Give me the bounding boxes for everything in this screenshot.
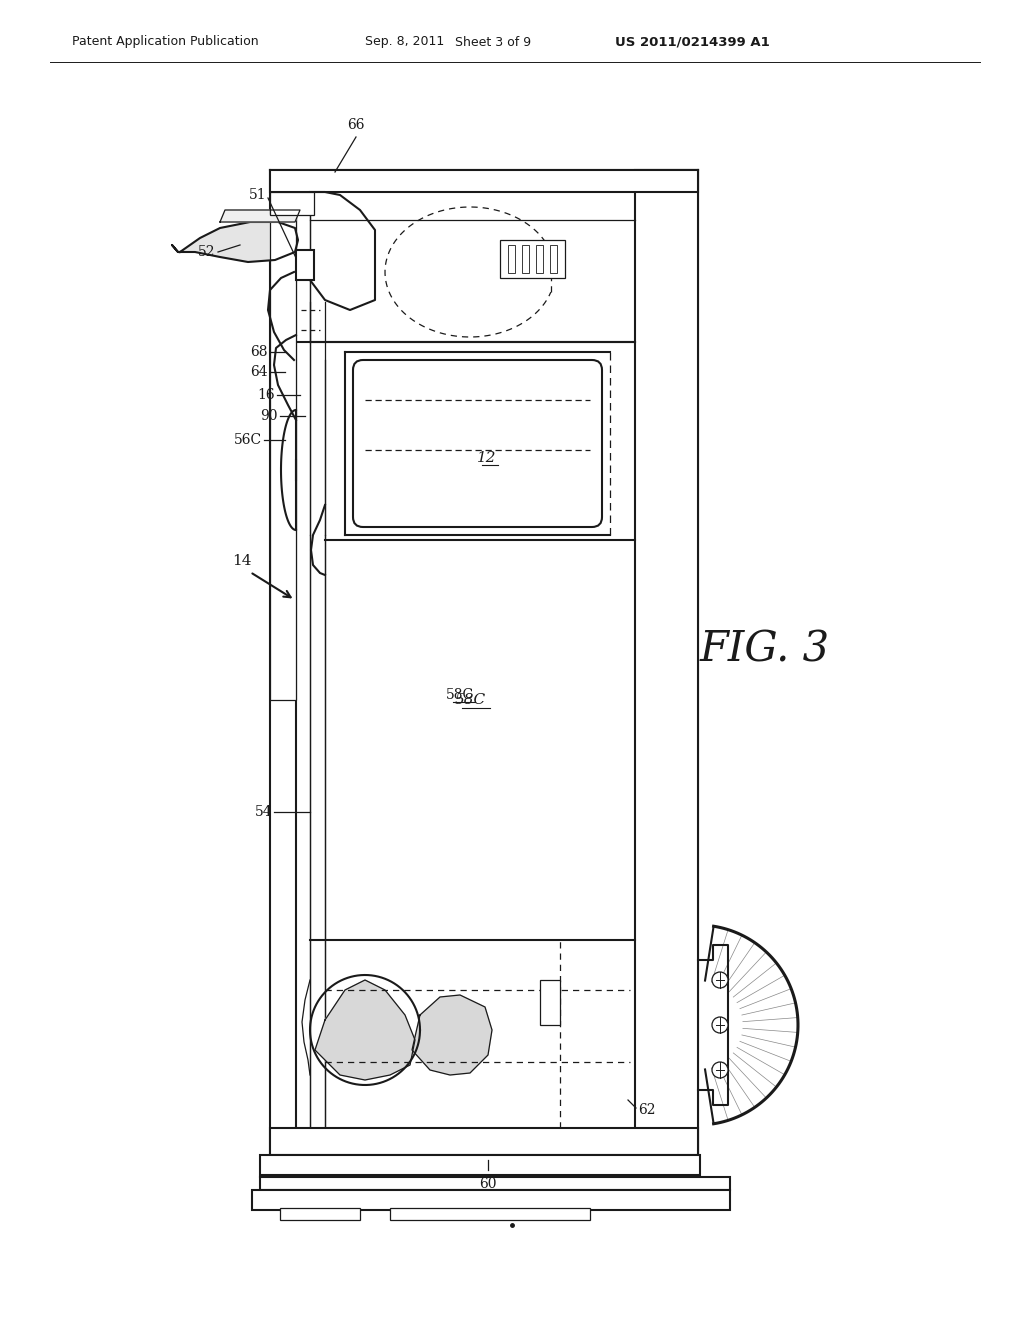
Text: 66: 66 xyxy=(347,117,365,132)
Bar xyxy=(270,191,296,700)
Bar xyxy=(536,246,543,273)
Text: 62: 62 xyxy=(638,1104,655,1117)
Bar xyxy=(508,246,515,273)
Text: FIG. 3: FIG. 3 xyxy=(700,630,830,671)
Text: 16: 16 xyxy=(257,388,275,403)
Text: 52: 52 xyxy=(198,246,215,259)
Text: 12: 12 xyxy=(477,451,497,465)
Polygon shape xyxy=(315,979,415,1080)
Bar xyxy=(280,1208,360,1220)
Text: 58C: 58C xyxy=(445,688,474,702)
Bar xyxy=(550,246,557,273)
Bar xyxy=(270,170,698,191)
Circle shape xyxy=(712,972,728,987)
Circle shape xyxy=(712,1063,728,1078)
Text: Patent Application Publication: Patent Application Publication xyxy=(72,36,259,49)
Bar xyxy=(260,1155,700,1175)
Bar xyxy=(270,1129,698,1155)
Bar xyxy=(260,1177,730,1191)
Text: 64: 64 xyxy=(251,366,268,379)
Text: 58C: 58C xyxy=(455,693,485,708)
Text: Sheet 3 of 9: Sheet 3 of 9 xyxy=(455,36,531,49)
Text: 14: 14 xyxy=(232,554,252,568)
Bar xyxy=(296,249,314,280)
Text: 56C: 56C xyxy=(233,433,262,447)
Bar xyxy=(270,191,310,214)
Text: 51: 51 xyxy=(249,187,266,202)
Bar xyxy=(522,246,529,273)
Text: 90: 90 xyxy=(260,409,278,422)
Polygon shape xyxy=(172,222,298,261)
Bar xyxy=(270,191,314,215)
Bar xyxy=(635,170,698,1155)
Bar xyxy=(540,979,560,1026)
Bar xyxy=(390,1208,590,1220)
Bar xyxy=(252,1191,730,1210)
Text: 54: 54 xyxy=(254,805,272,818)
FancyBboxPatch shape xyxy=(353,360,602,527)
Text: 60: 60 xyxy=(479,1177,497,1191)
Polygon shape xyxy=(220,210,300,222)
Text: 68: 68 xyxy=(251,345,268,359)
Circle shape xyxy=(712,1016,728,1034)
Bar xyxy=(500,240,565,279)
Text: Sep. 8, 2011: Sep. 8, 2011 xyxy=(365,36,444,49)
Polygon shape xyxy=(412,995,492,1074)
Text: US 2011/0214399 A1: US 2011/0214399 A1 xyxy=(615,36,770,49)
